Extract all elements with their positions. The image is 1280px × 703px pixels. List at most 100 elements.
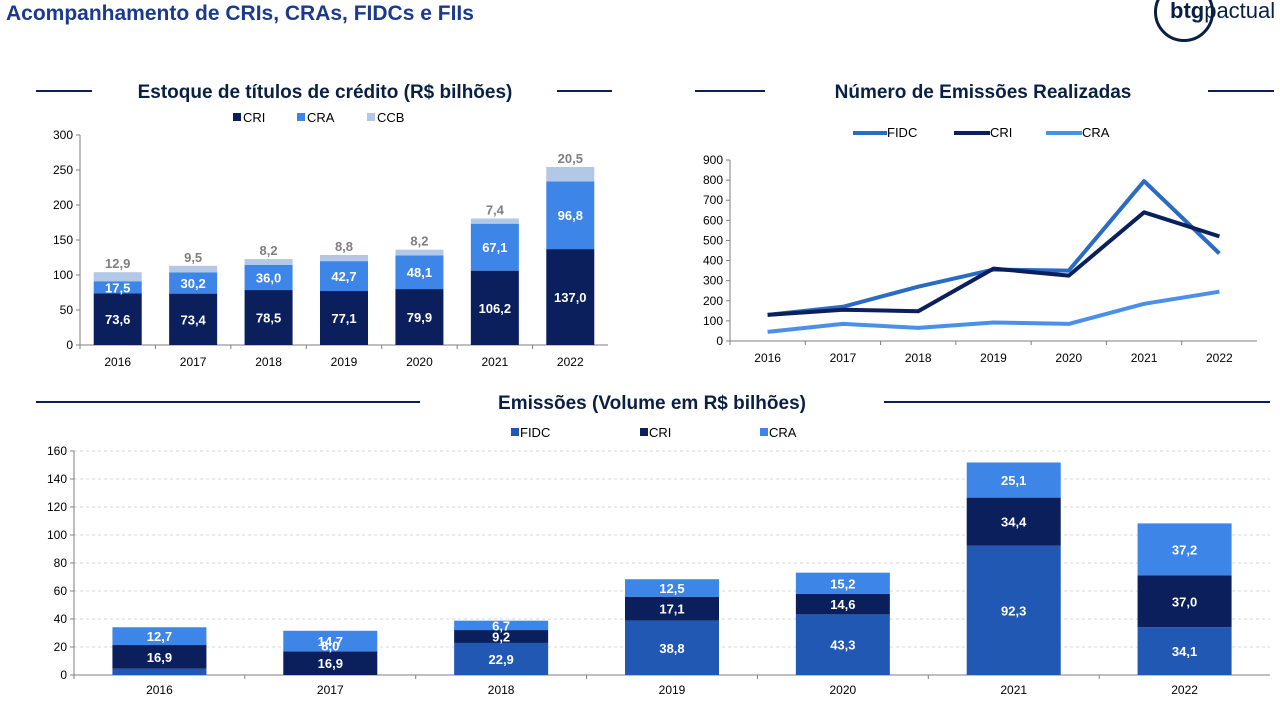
legend-label-fidc: FIDC	[887, 125, 917, 140]
bar-cra	[1137, 523, 1232, 576]
series-line-cri	[767, 210, 1221, 317]
x-tick-label: 2019	[980, 351, 1007, 365]
data-label-ccb: 20,5	[558, 151, 583, 166]
data-label-cri: 77,1	[331, 311, 356, 326]
bar-ccb	[320, 254, 368, 262]
data-label-cri: 78,5	[256, 311, 281, 326]
y-tick-label: 600	[703, 213, 723, 227]
y-tick-label: 120	[47, 500, 67, 514]
y-tick-label: 80	[54, 556, 68, 570]
data-label-fidc: 34,1	[1172, 644, 1197, 659]
data-label-cra: 12,7	[147, 629, 172, 644]
data-label-cri: 16,9	[147, 650, 172, 665]
bar-fidc	[625, 620, 719, 675]
legend-swatch-cri	[233, 113, 241, 121]
data-label-cri: 137,0	[554, 290, 587, 305]
legend-label-cra: CRA	[769, 425, 797, 440]
x-tick-label: 2021	[482, 355, 509, 369]
bar-cra	[169, 272, 218, 294]
data-label-cra: 36,0	[256, 270, 281, 285]
bar-cri	[320, 291, 368, 345]
bar-fidc	[1137, 627, 1232, 675]
bar-ccb	[395, 249, 444, 256]
bar-cra	[244, 264, 293, 291]
bar-ccb	[244, 259, 293, 265]
data-label-ccb: 12,9	[105, 256, 130, 271]
bar-cri	[966, 497, 1061, 546]
x-tick-label: 2016	[104, 355, 131, 369]
data-label-cra: 6,7	[492, 618, 510, 633]
data-label-cri-extra: 8,0	[321, 639, 339, 654]
bar-cri	[470, 270, 519, 345]
data-label-cra: 96,8	[558, 208, 583, 223]
data-label-cra: 25,1	[1001, 473, 1026, 488]
legend-swatch-cri	[640, 428, 648, 436]
bar-ccb	[93, 272, 142, 282]
data-label-cra: 37,2	[1172, 542, 1197, 557]
y-tick-label: 150	[53, 233, 73, 247]
x-tick-label: 2019	[659, 683, 686, 697]
data-label-cri: 79,9	[407, 310, 432, 325]
numero-title: Número de Emissões Realizadas	[835, 82, 1132, 103]
y-tick-label: 500	[703, 233, 723, 247]
y-tick-label: 700	[703, 193, 723, 207]
bar-cra	[625, 579, 719, 597]
data-label-cri: 34,4	[1001, 515, 1027, 530]
bar-cra	[395, 255, 444, 290]
y-tick-label: 100	[703, 314, 723, 328]
data-label-cra: 15,2	[830, 576, 855, 591]
data-label-fidc: 22,9	[488, 652, 513, 667]
bar-cri	[112, 645, 207, 669]
emissoes-legend: FIDC CRI CRA	[511, 425, 797, 440]
data-label-cra: 42,7	[331, 269, 356, 284]
data-label-ccb: 8,2	[260, 243, 278, 258]
y-tick-label: 0	[66, 338, 73, 352]
data-label-cri: 106,2	[479, 301, 512, 316]
data-label-cri: 17,1	[659, 602, 684, 617]
y-tick-label: 40	[54, 612, 68, 626]
data-label-cri: 37,0	[1172, 594, 1197, 609]
y-tick-label: 0	[716, 334, 723, 348]
data-label-cra: 12,5	[659, 581, 684, 596]
bar-fidc	[454, 642, 549, 675]
data-label-cra: 48,1	[407, 265, 432, 280]
logo-light-text: pactual	[1204, 0, 1276, 23]
x-tick-label: 2018	[255, 355, 282, 369]
data-label-ccb: 9,5	[184, 250, 202, 265]
bar-cri	[795, 593, 890, 615]
y-tick-label: 900	[703, 153, 723, 167]
data-label-cri: 9,2	[492, 630, 510, 645]
x-tick-label: 2022	[1171, 683, 1198, 697]
x-tick-label: 2020	[1055, 351, 1082, 365]
data-label-cri: 73,4	[180, 312, 206, 327]
legend-label-cri: CRI	[990, 125, 1012, 140]
emissoes-chart: Emissões (Volume em R$ bilhões) FIDC CRI…	[36, 393, 1270, 697]
y-tick-label: 60	[54, 584, 68, 598]
bar-cra	[795, 572, 890, 594]
estoque-legend: CRI CRA CCB	[233, 110, 404, 125]
bar-fidc	[112, 668, 207, 675]
y-tick-label: 250	[53, 163, 73, 177]
data-label-cri: 14,6	[830, 597, 855, 612]
bar-fidc	[795, 614, 890, 675]
bar-cra	[546, 181, 595, 250]
bar-cra	[966, 462, 1061, 498]
bar-cri	[283, 651, 378, 675]
bar-cri	[625, 596, 719, 621]
x-tick-label: 2020	[406, 355, 433, 369]
data-label-fidc: 43,3	[830, 638, 855, 653]
y-tick-label: 0	[60, 668, 67, 682]
series-line-fidc	[767, 179, 1221, 317]
legend-label-cra: CRA	[1082, 125, 1110, 140]
y-tick-label: 300	[703, 274, 723, 288]
legend-swatch-fidc	[511, 428, 519, 436]
data-label-ccb: 8,2	[410, 234, 428, 249]
y-tick-label: 200	[703, 294, 723, 308]
data-label-cra: 30,2	[180, 276, 205, 291]
y-tick-label: 400	[703, 254, 723, 268]
x-tick-label: 2016	[754, 351, 781, 365]
legend-swatch-cra	[297, 113, 305, 121]
bar-cra	[454, 620, 549, 631]
numero-legend: FIDC CRI CRA	[853, 125, 1110, 140]
bar-cri	[546, 249, 595, 345]
